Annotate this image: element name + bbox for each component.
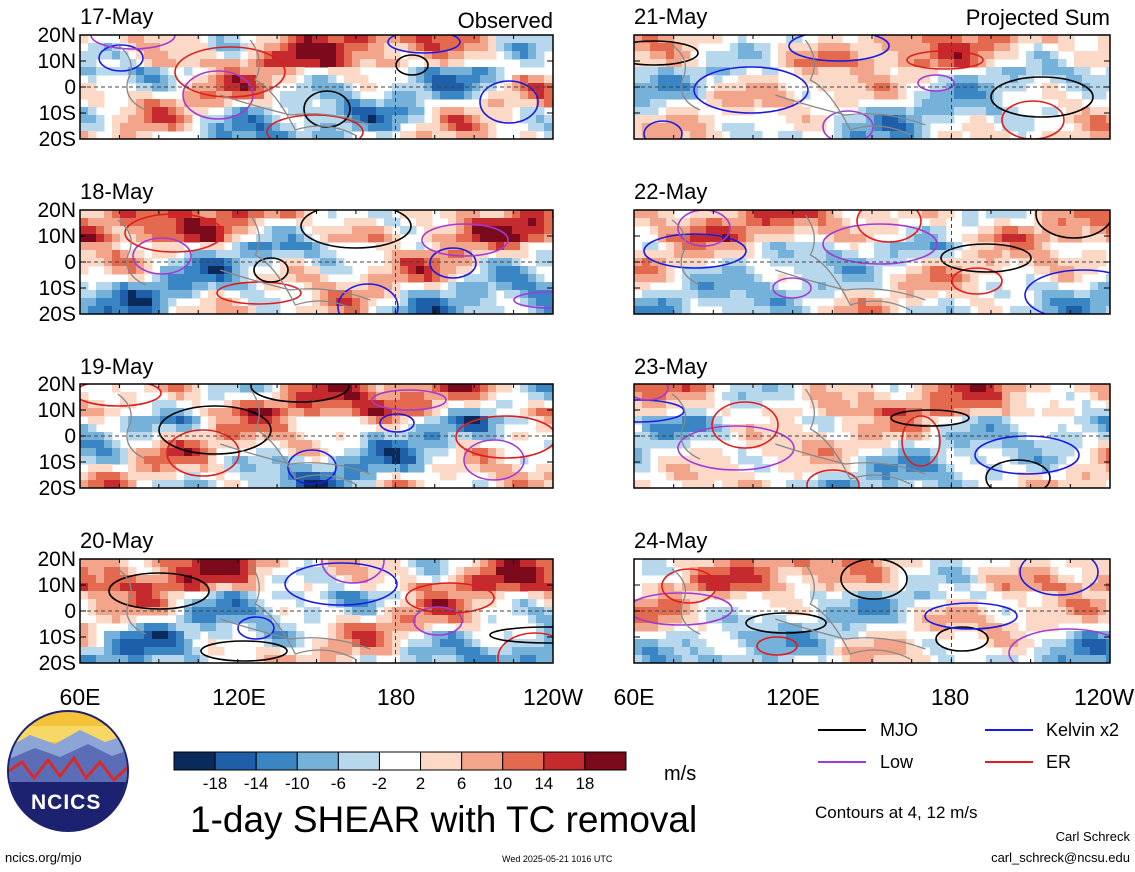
legend-label: MJO (880, 720, 918, 740)
legend-label: Kelvin x2 (1046, 720, 1120, 740)
figure-title: 1-day SHEAR with TC removal (190, 799, 698, 840)
lat-tick: 20N (37, 199, 76, 222)
lon-tick: 60E (613, 684, 655, 710)
panel-date: 21-May (634, 4, 708, 29)
lat-tick: 10S (38, 451, 76, 474)
lat-tick: 0 (64, 425, 76, 448)
colorbar-tick: 10 (493, 774, 513, 793)
map-panel (79, 383, 554, 489)
panel-date: 22-May (634, 179, 708, 204)
legend-label: ER (1046, 752, 1072, 772)
lat-tick: 20S (38, 477, 76, 500)
colorbar-units: m/s (664, 763, 697, 785)
footer-timestamp: Wed 2025-05-21 1016 UTC (502, 854, 613, 864)
lat-tick: 0 (64, 76, 76, 99)
legend-label: Low (880, 752, 914, 772)
panel-date: 20-May (80, 528, 154, 553)
lat-tick: 0 (64, 251, 76, 274)
colorbar-tick: 6 (456, 774, 467, 793)
observed-header: Observed (457, 8, 553, 33)
map-panel (79, 209, 554, 315)
footer-email: carl_schreck@ncsu.edu (991, 850, 1130, 865)
panel-date: 18-May (80, 179, 154, 204)
lat-tick: 10S (38, 626, 76, 649)
map-panel (633, 383, 1111, 489)
colorbar-tick: 18 (575, 774, 595, 793)
colorbar-tick: 14 (534, 774, 554, 793)
lat-tick: 20S (38, 128, 76, 151)
lon-tick: 120E (766, 684, 820, 710)
lat-tick: 10N (37, 574, 76, 597)
panel-date: 23-May (634, 354, 708, 379)
lat-tick: 20N (37, 548, 76, 571)
lat-tick: 20S (38, 303, 76, 326)
map-panel (79, 558, 554, 664)
colorbar-tick: -18 (202, 774, 228, 793)
map-panel (633, 209, 1111, 315)
lon-tick: 120W (522, 684, 584, 710)
map-panel (79, 34, 554, 140)
lat-tick: 10S (38, 102, 76, 125)
panel-date: 17-May (80, 4, 154, 29)
lon-tick: 60E (59, 684, 101, 710)
map-panel (633, 34, 1111, 140)
map-panel (633, 558, 1111, 664)
contour-note: Contours at 4, 12 m/s (815, 803, 978, 822)
colorbar-tick: -6 (330, 774, 346, 793)
panel-date: 19-May (80, 354, 154, 379)
logo-text: NCICS (31, 791, 102, 814)
colorbar-tick: -14 (243, 774, 269, 793)
lat-tick: 20S (38, 652, 76, 675)
lat-tick: 10N (37, 399, 76, 422)
footer-author: Carl Schreck (1055, 829, 1130, 844)
lat-tick: 10S (38, 277, 76, 300)
lon-tick: 180 (376, 684, 416, 710)
footer-url: ncics.org/mjo (5, 850, 82, 865)
panel-date: 24-May (634, 528, 708, 553)
lon-tick: 120W (1073, 684, 1135, 710)
colorbar-tick: 2 (415, 774, 426, 793)
lat-tick: 20N (37, 24, 76, 47)
lat-tick: 20N (37, 373, 76, 396)
colorbar-tick: -10 (284, 774, 310, 793)
lat-tick: 10N (37, 50, 76, 73)
colorbar-tick: -2 (371, 774, 388, 793)
lat-tick: 0 (64, 600, 76, 623)
lat-tick: 10N (37, 225, 76, 248)
lon-tick: 120E (212, 684, 266, 710)
projected-header: Projected Sum (965, 5, 1110, 30)
lon-tick: 180 (930, 684, 970, 710)
